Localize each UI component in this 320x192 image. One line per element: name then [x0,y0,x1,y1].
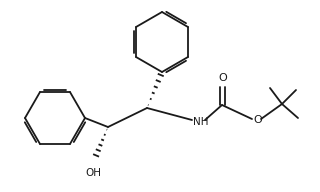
Text: OH: OH [85,168,101,178]
Text: O: O [219,73,228,83]
Text: O: O [253,115,262,125]
Text: NH: NH [193,117,209,127]
